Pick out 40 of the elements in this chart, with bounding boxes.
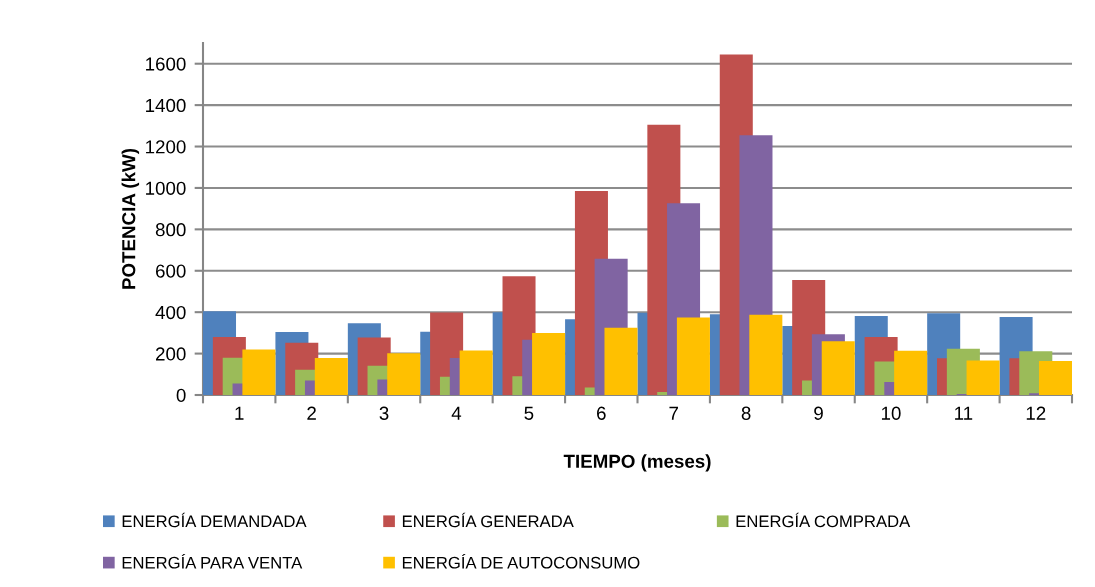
y-tick-label: 400	[155, 305, 186, 320]
x-tick-label: 2	[307, 406, 316, 420]
y-tick-label: 1400	[146, 98, 186, 113]
x-tick-label: 12	[1026, 406, 1046, 420]
bar	[894, 350, 928, 395]
x-tick-label: 8	[741, 406, 751, 420]
y-tick-label: 800	[155, 223, 186, 237]
y-tick-label: 1000	[146, 181, 186, 195]
x-tick-label: 10	[881, 406, 901, 420]
x-tick-label: 1	[235, 406, 244, 420]
x-tick-label: 9	[814, 406, 823, 420]
x-tick-label: 4	[451, 406, 462, 420]
bar	[459, 350, 493, 395]
bar	[314, 357, 348, 395]
y-tick-label: 0	[176, 388, 186, 402]
x-tick-label: 7	[669, 406, 678, 420]
legend-label: ENERGÍA DEMANDADA	[122, 512, 307, 528]
legend-label: ENERGÍA GENERADA	[402, 512, 574, 528]
bar	[604, 327, 638, 395]
bar	[676, 317, 710, 395]
x-axis-title: TIEMPO (meses)	[563, 454, 711, 472]
y-tick-label: 1600	[146, 57, 186, 71]
x-tick-label: 11	[955, 406, 973, 420]
bar	[821, 341, 855, 395]
bar	[749, 314, 783, 395]
legend-label: ENERGÍA COMPRADA	[736, 512, 911, 528]
y-tick-label: 200	[156, 347, 186, 361]
bar	[387, 353, 421, 395]
legend-label: ENERGÍA DE AUTOCONSUMO	[402, 553, 640, 569]
x-tick-label: 6	[597, 406, 606, 420]
y-tick-label: 600	[156, 264, 186, 278]
bar	[532, 332, 566, 395]
y-axis-title: POTENCIA (kW)	[121, 148, 140, 289]
bar	[242, 349, 276, 395]
x-tick-label: 3	[379, 406, 389, 420]
bar	[1038, 361, 1072, 395]
bar	[966, 360, 1000, 395]
legend-label: ENERGÍA PARA VENTA	[122, 553, 303, 569]
y-tick-label: 1200	[146, 140, 186, 154]
x-tick-label: 5	[524, 406, 534, 420]
